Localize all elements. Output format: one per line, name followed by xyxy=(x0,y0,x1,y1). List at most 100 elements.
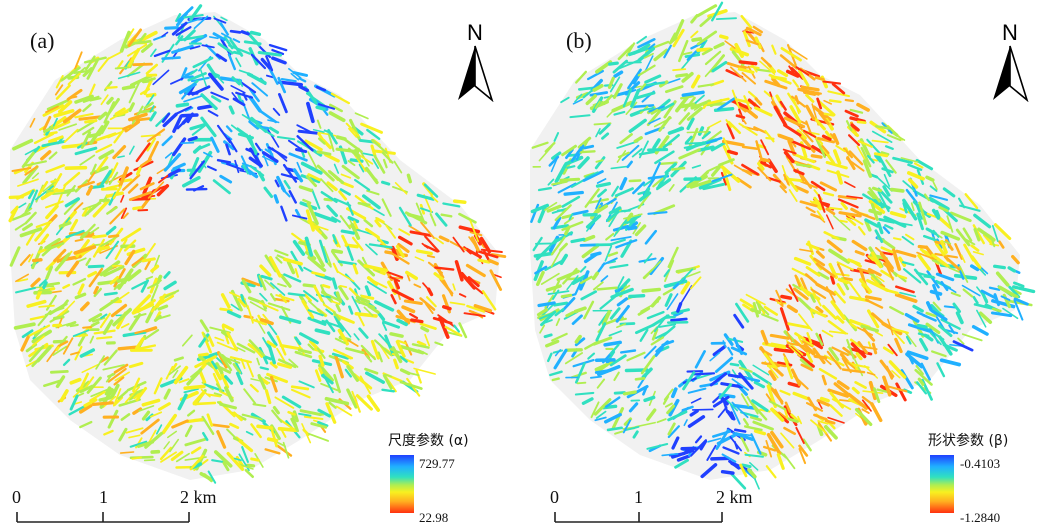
terrain-stripe xyxy=(715,17,738,21)
terrain-stripe xyxy=(189,157,200,177)
terrain-stripe xyxy=(190,76,210,83)
terrain-stripe xyxy=(929,185,938,192)
terrain-stripe xyxy=(929,332,942,346)
basin-outline xyxy=(10,12,500,480)
terrain-stripe xyxy=(836,283,846,296)
terrain-stripe xyxy=(100,94,109,106)
terrain-stripe xyxy=(265,55,274,72)
terrain-stripe xyxy=(393,160,403,174)
terrain-stripe xyxy=(655,340,670,353)
terrain-stripe xyxy=(143,101,154,110)
terrain-stripe xyxy=(372,158,380,169)
terrain-stripe xyxy=(403,299,423,305)
terrain-stripe xyxy=(172,369,179,379)
terrain-stripe xyxy=(702,182,726,191)
terrain-stripe xyxy=(360,122,383,134)
terrain-stripe xyxy=(47,242,65,251)
terrain-stripe xyxy=(880,246,894,254)
terrain-stripe xyxy=(553,301,569,307)
terrain-stripe xyxy=(793,339,811,355)
terrain-stripe xyxy=(79,403,93,414)
terrain-stripe xyxy=(153,314,162,322)
terrain-stripe xyxy=(574,362,586,384)
terrain-stripe xyxy=(304,139,323,152)
terrain-stripe xyxy=(821,374,827,386)
terrain-stripe xyxy=(318,354,325,367)
terrain-stripe xyxy=(112,307,132,327)
terrain-stripe xyxy=(276,362,293,369)
terrain-stripe xyxy=(211,423,230,429)
terrain-stripe xyxy=(797,353,815,368)
terrain-stripe xyxy=(249,30,262,37)
terrain-stripe xyxy=(20,334,31,352)
terrain-stripe xyxy=(574,93,583,103)
terrain-stripe xyxy=(707,97,730,105)
terrain-stripe xyxy=(279,315,302,325)
terrain-stripe xyxy=(424,333,431,347)
terrain-stripe xyxy=(745,39,759,46)
terrain-stripe xyxy=(970,264,980,272)
terrain-stripe xyxy=(91,401,114,406)
terrain-stripe xyxy=(84,55,96,71)
terrain-stripe xyxy=(335,405,353,417)
terrain-stripe xyxy=(622,390,637,396)
terrain-stripe xyxy=(394,182,408,195)
terrain-stripe xyxy=(619,349,637,354)
terrain-stripe xyxy=(74,238,84,242)
terrain-stripe xyxy=(857,267,874,275)
terrain-stripe xyxy=(932,283,941,301)
terrain-stripe xyxy=(175,13,182,23)
terrain-stripe xyxy=(276,335,287,356)
terrain-stripe xyxy=(117,390,129,400)
terrain-stripe xyxy=(786,342,805,347)
terrain-stripe xyxy=(549,370,563,377)
terrain-stripe xyxy=(298,185,313,193)
terrain-stripe xyxy=(905,332,917,348)
terrain-stripe xyxy=(593,122,612,126)
terrain-stripe xyxy=(35,220,53,229)
terrain-stripe xyxy=(213,392,223,397)
terrain-stripe xyxy=(718,383,733,400)
terrain-stripe xyxy=(307,300,326,317)
terrain-stripe xyxy=(399,355,408,363)
terrain-stripe xyxy=(143,329,160,340)
terrain-stripe xyxy=(233,457,242,462)
terrain-stripe xyxy=(609,354,627,367)
terrain-stripe xyxy=(328,401,337,409)
terrain-stripe xyxy=(785,69,800,78)
terrain-stripe xyxy=(305,175,318,188)
terrain-stripe xyxy=(155,274,163,285)
terrain-stripe xyxy=(391,252,410,265)
terrain-stripe xyxy=(332,348,354,360)
terrain-stripe xyxy=(611,407,625,430)
terrain-stripe xyxy=(760,139,770,156)
terrain-stripe xyxy=(738,366,753,373)
terrain-stripe xyxy=(363,218,374,228)
terrain-stripe xyxy=(171,44,194,54)
terrain-stripe xyxy=(864,259,878,265)
terrain-stripe xyxy=(874,229,884,244)
terrain-stripe xyxy=(828,330,849,335)
terrain-stripe xyxy=(266,372,289,384)
terrain-stripe xyxy=(93,285,99,295)
terrain-stripe xyxy=(973,213,992,229)
terrain-stripe xyxy=(751,399,769,412)
terrain-stripe xyxy=(202,431,209,442)
terrain-stripe xyxy=(991,224,999,242)
terrain-stripe xyxy=(602,310,612,326)
terrain-stripe xyxy=(771,44,777,55)
terrain-stripe xyxy=(267,331,278,347)
terrain-stripe xyxy=(381,322,388,331)
terrain-stripe xyxy=(833,382,849,396)
terrain-stripe xyxy=(280,78,297,83)
terrain-stripe xyxy=(837,194,858,201)
terrain-stripe xyxy=(207,334,215,347)
terrain-stripe xyxy=(845,120,853,132)
terrain-stripe xyxy=(709,351,721,362)
terrain-stripe xyxy=(79,384,94,394)
terrain-stripe xyxy=(167,168,182,177)
terrain-stripe xyxy=(200,116,217,138)
scale-tick-1: 1 xyxy=(634,487,643,507)
terrain-stripe xyxy=(840,201,848,210)
terrain-stripe xyxy=(621,284,631,292)
